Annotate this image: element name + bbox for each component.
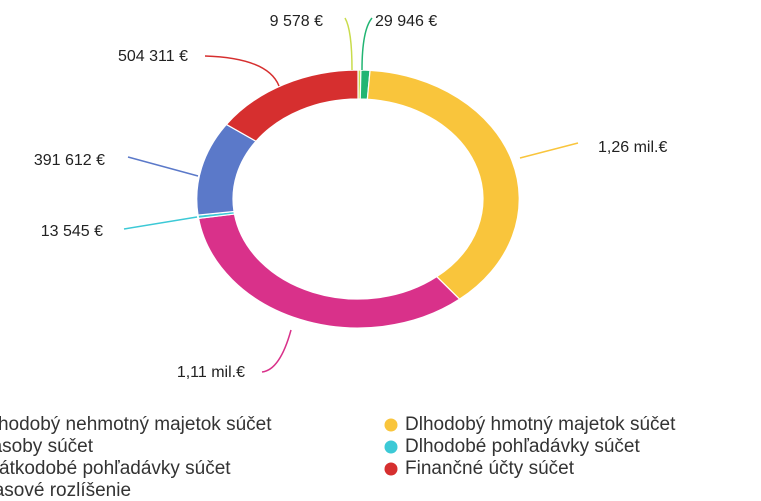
legend-label: Finančné účty súčet <box>405 458 575 479</box>
data-label: 1,11 mil.€ <box>177 364 245 381</box>
leader-line <box>204 55 280 87</box>
slice <box>197 124 256 215</box>
slice <box>367 70 519 299</box>
data-label: 391 612 € <box>34 152 105 169</box>
data-label: 29 946 € <box>375 13 437 30</box>
legend-label: Časové rozlíšenie <box>0 479 131 501</box>
legend-marker <box>384 418 398 432</box>
leader-line <box>361 17 373 71</box>
data-label: 13 545 € <box>41 223 103 240</box>
data-label: 9 578 € <box>270 13 323 30</box>
leader-line <box>261 329 292 373</box>
legend-label: Krátkodobé pohľadávky súčet <box>0 458 231 479</box>
legend-label: Zásoby súčet <box>0 436 94 457</box>
legend-label: Dlhodobé pohľadávky súčet <box>405 436 640 457</box>
donut <box>197 70 520 328</box>
leader-line <box>127 156 199 177</box>
legend-marker <box>384 462 398 476</box>
legend-label: Dlhodobý hmotný majetok súčet <box>405 414 676 435</box>
leader-line <box>519 142 579 159</box>
data-label: 504 311 € <box>118 48 188 65</box>
leader-line <box>123 216 198 230</box>
data-label: 1,26 mil.€ <box>598 139 667 156</box>
slice <box>199 214 460 328</box>
slice <box>226 70 358 141</box>
leader-line <box>344 17 353 71</box>
legend-label: Dlhodobý nehmotný majetok súčet <box>0 414 272 435</box>
legend-marker <box>384 440 398 454</box>
